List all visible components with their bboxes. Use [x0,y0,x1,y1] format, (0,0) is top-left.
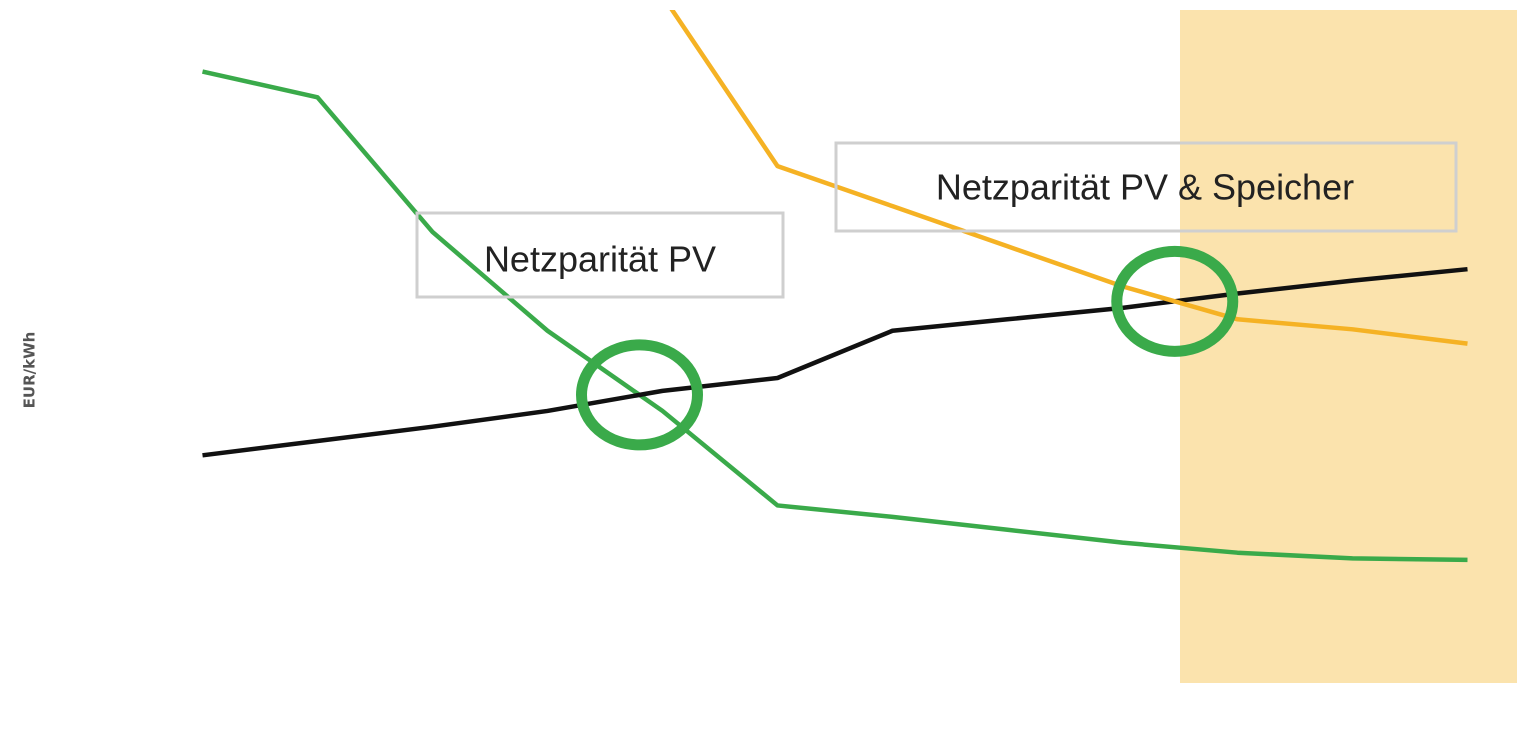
series-line [202,69,1468,563]
annotation-layer: Netzparität PV Netzparität PV & Speicher [415,141,1458,451]
parity-circle [576,339,703,451]
series-line [669,10,1468,346]
annotation-box [415,211,785,299]
parity-circle [1111,245,1239,357]
series-line [202,266,1468,458]
annotation: Netzparität PV & Speicher [936,167,1354,208]
line-layer [202,10,1468,563]
y-axis-label: EUR/kWh [21,332,39,409]
annotation-box [834,141,1458,233]
background-layer [1180,10,1517,683]
highlight-region [1180,10,1517,683]
annotation: Netzparität PV [484,239,716,280]
